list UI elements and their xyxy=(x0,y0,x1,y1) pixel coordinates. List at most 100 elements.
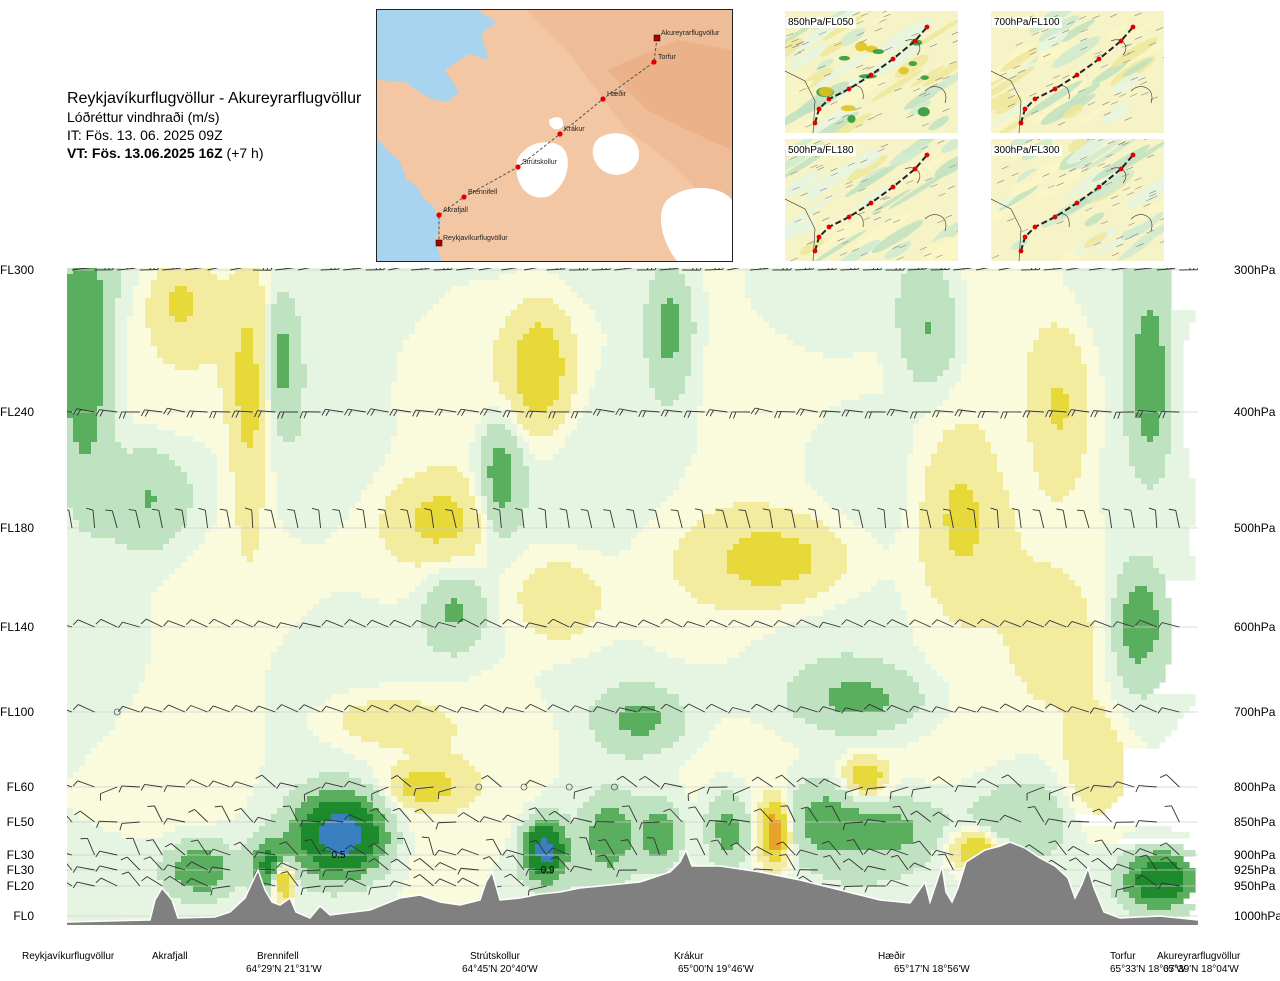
field-cell xyxy=(1183,868,1196,875)
thumb-wind-barb xyxy=(1080,28,1089,33)
wind-barb xyxy=(164,843,186,856)
field-cell xyxy=(67,604,152,611)
field-cell xyxy=(847,544,884,551)
field-cell xyxy=(217,496,236,503)
field-cell xyxy=(265,304,272,311)
field-cell xyxy=(331,892,338,899)
field-cell xyxy=(883,376,914,383)
field-cell xyxy=(241,406,260,413)
wind-barb xyxy=(954,785,977,793)
flight-level-label: FL100 xyxy=(0,705,35,719)
field-cell xyxy=(325,844,356,851)
field-cell xyxy=(499,598,518,605)
field-cell xyxy=(895,580,926,587)
wind-barb xyxy=(615,621,638,628)
field-cell xyxy=(349,850,374,857)
wind-barb xyxy=(796,777,819,788)
wind-barb xyxy=(729,411,751,419)
wind-barb xyxy=(1021,620,1044,628)
field-cell xyxy=(655,274,686,281)
field-cell xyxy=(217,466,230,473)
field-cell xyxy=(967,304,1082,311)
field-cell xyxy=(385,850,398,857)
field-cell xyxy=(103,286,122,293)
field-cell xyxy=(67,454,170,461)
field-cell xyxy=(685,586,830,593)
thumb-field-patch xyxy=(923,58,958,87)
field-cell xyxy=(991,838,998,845)
wind-barb xyxy=(1157,622,1180,629)
field-cell xyxy=(907,268,944,275)
field-cell xyxy=(253,862,260,869)
thumb-wind-barb xyxy=(793,51,802,56)
field-cell xyxy=(1063,838,1088,845)
thumb-wind-barb xyxy=(1068,168,1076,172)
thumb-wind-barb xyxy=(824,73,832,77)
field-cell xyxy=(553,430,572,437)
field-cell xyxy=(253,856,266,863)
field-cell xyxy=(523,820,536,827)
wind-barb xyxy=(1069,857,1090,871)
field-cell xyxy=(301,880,374,887)
field-cell xyxy=(877,730,932,737)
field-cell xyxy=(529,874,560,881)
field-cell xyxy=(373,820,386,827)
field-cell xyxy=(1093,658,1106,665)
field-cell xyxy=(901,844,938,851)
field-cell xyxy=(1117,898,1136,905)
field-cell xyxy=(949,358,968,365)
field-cell xyxy=(241,430,254,437)
field-cell xyxy=(1105,634,1112,641)
thumb-field-patch xyxy=(922,236,952,257)
field-cell xyxy=(775,814,788,821)
level-map-850[interactable]: 850hPa/FL050 xyxy=(785,11,958,133)
field-cell xyxy=(229,844,242,851)
level-map-500[interactable]: 500hPa/FL180 xyxy=(785,139,958,261)
field-cell xyxy=(883,388,950,395)
field-cell xyxy=(151,328,242,335)
level-map-300[interactable]: 300hPa/FL300 xyxy=(991,139,1164,261)
field-cell xyxy=(913,820,950,827)
field-cell xyxy=(67,646,152,653)
field-cell xyxy=(751,826,758,833)
field-cell xyxy=(685,820,704,827)
wind-barb xyxy=(234,808,254,823)
thumb-wind-barb xyxy=(1143,203,1151,207)
field-cell xyxy=(679,736,710,743)
wind-barb xyxy=(321,846,344,856)
field-cell xyxy=(673,400,704,407)
field-cell xyxy=(1159,628,1172,635)
field-cell xyxy=(565,370,578,377)
field-cell xyxy=(433,646,470,653)
field-cell xyxy=(1171,364,1184,371)
field-cell xyxy=(67,532,92,539)
thumb-field-patch xyxy=(854,149,882,169)
wind-barb xyxy=(71,268,90,271)
wind-barb xyxy=(591,268,611,271)
field-cell xyxy=(949,694,1034,701)
field-cell xyxy=(67,436,74,443)
wind-barb xyxy=(128,509,141,529)
field-cell xyxy=(361,802,374,809)
level-map-700[interactable]: 700hPa/FL100 xyxy=(991,11,1164,133)
field-cell xyxy=(565,412,584,419)
wind-barb xyxy=(456,706,479,714)
field-cell xyxy=(1171,340,1184,347)
wind-barb xyxy=(231,410,253,418)
field-cell xyxy=(1057,772,1070,779)
field-cell xyxy=(271,358,278,365)
wind-barb xyxy=(298,622,321,629)
wind-barb xyxy=(603,509,615,529)
field-cell xyxy=(67,550,194,557)
field-cell xyxy=(337,526,380,533)
field-cell xyxy=(73,772,260,779)
field-cell xyxy=(1123,370,1136,377)
wind-barb xyxy=(485,838,502,856)
field-cell xyxy=(1147,586,1166,593)
field-cell xyxy=(265,706,314,713)
thumb-wind-barb xyxy=(921,146,929,150)
field-cell xyxy=(187,514,218,521)
field-cell xyxy=(1087,448,1100,455)
wind-barb xyxy=(117,621,140,629)
wind-barb xyxy=(751,776,773,788)
